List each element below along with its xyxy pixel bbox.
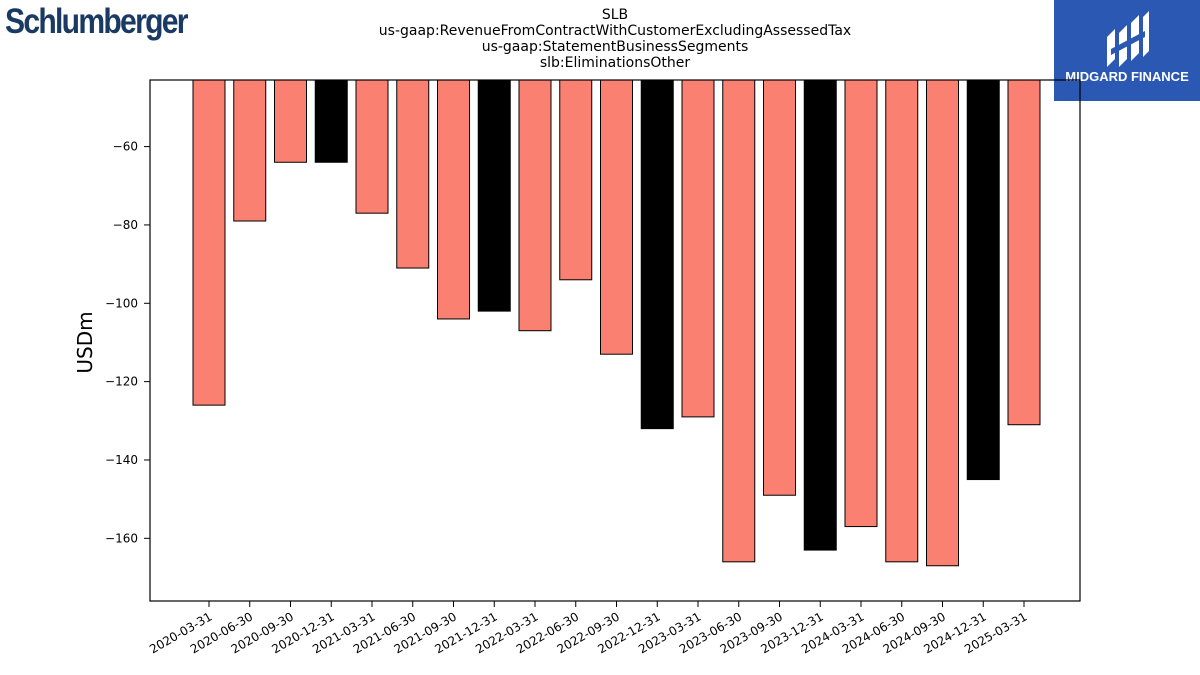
title-line-concept: us-gaap:RevenueFromContractWithCustomerE… [378,23,852,39]
schlumberger-logo: Schlumberger [5,2,188,41]
title-line-ticker: SLB [601,7,629,23]
bar-2022-06-30 [559,79,593,281]
midgard-mark-icon [1107,11,1149,67]
bar-2020-06-30 [233,79,267,222]
bar-2024-09-30 [926,79,959,567]
bar-2023-09-30 [763,79,796,496]
bar-2024-06-30 [885,79,919,563]
bar-2022-03-31 [518,79,552,332]
y-tick-label: −120 [105,375,138,389]
bar-2024-03-31 [844,79,878,528]
y-tick-label: −100 [105,296,138,310]
title-line-member: slb:EliminationsOther [539,55,691,71]
plot-frame [149,79,1081,602]
chart-title: SLB us-gaap:RevenueFromContractWithCusto… [265,7,965,71]
bar-2023-06-30 [722,79,756,563]
bar-2021-12-31 [477,79,511,312]
midgard-finance-text: MIDGARD FINANCE [1065,69,1189,84]
bar-2021-03-31 [355,79,389,214]
midgard-finance-logo: MIDGARD FINANCE [1054,0,1200,101]
bar-2020-12-31 [314,79,348,163]
bar-2021-06-30 [396,79,430,269]
bar-2022-12-31 [640,79,674,430]
y-tick-label: −160 [105,531,138,545]
bar-2024-12-31 [966,79,1000,481]
bar-2023-03-31 [681,79,715,418]
bar-2025-03-31 [1007,79,1041,426]
bar-2021-09-30 [437,79,470,320]
bar-2023-12-31 [803,79,837,551]
bar-2020-09-30 [274,79,307,163]
y-tick-label: −140 [105,453,138,467]
y-tick-label: −80 [113,218,138,232]
bar-2022-09-30 [600,79,633,355]
bar-2020-03-31 [192,79,226,406]
y-tick-label: −60 [113,140,138,154]
title-line-axis: us-gaap:StatementBusinessSegments [481,39,749,55]
y-axis-label: USDm [73,311,97,373]
